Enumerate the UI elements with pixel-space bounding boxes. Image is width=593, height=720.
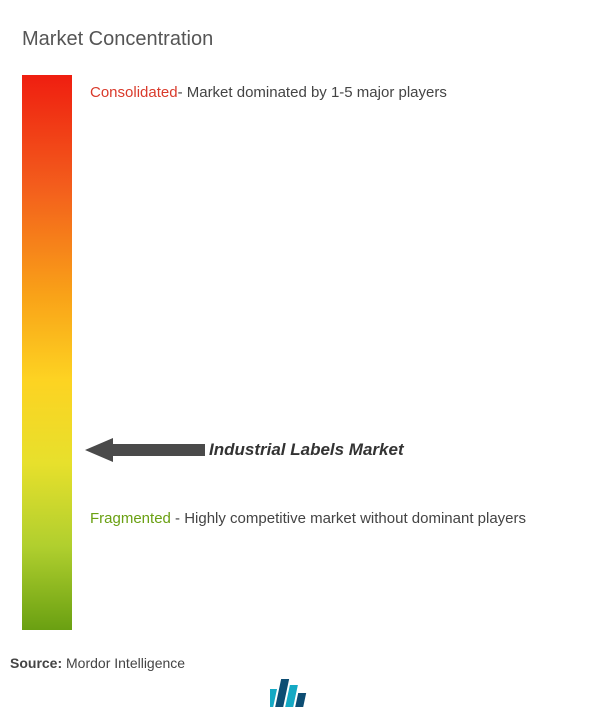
consolidated-description: - Market dominated by 1-5 major players [178, 84, 447, 101]
consolidated-highlight: Consolidated [90, 84, 178, 101]
consolidated-annotation: Consolidated- Market dominated by 1-5 ma… [90, 82, 447, 105]
fragmented-annotation: Fragmented - Highly competitive market w… [90, 505, 526, 534]
page-title: Market Concentration [22, 28, 213, 51]
source-attribution: Source: Mordor Intelligence [10, 655, 185, 671]
concentration-gradient-bar [22, 75, 72, 630]
market-name-label: Industrial Labels Market [209, 440, 404, 460]
fragmented-highlight: Fragmented [90, 510, 171, 527]
mordor-intelligence-logo [270, 675, 320, 709]
arrow-left-icon [85, 435, 205, 465]
market-position-marker: Industrial Labels Market [85, 435, 404, 465]
source-label: Source: [10, 655, 62, 671]
source-value: Mordor Intelligence [66, 655, 185, 671]
fragmented-description: - Highly competitive market without domi… [171, 510, 526, 527]
